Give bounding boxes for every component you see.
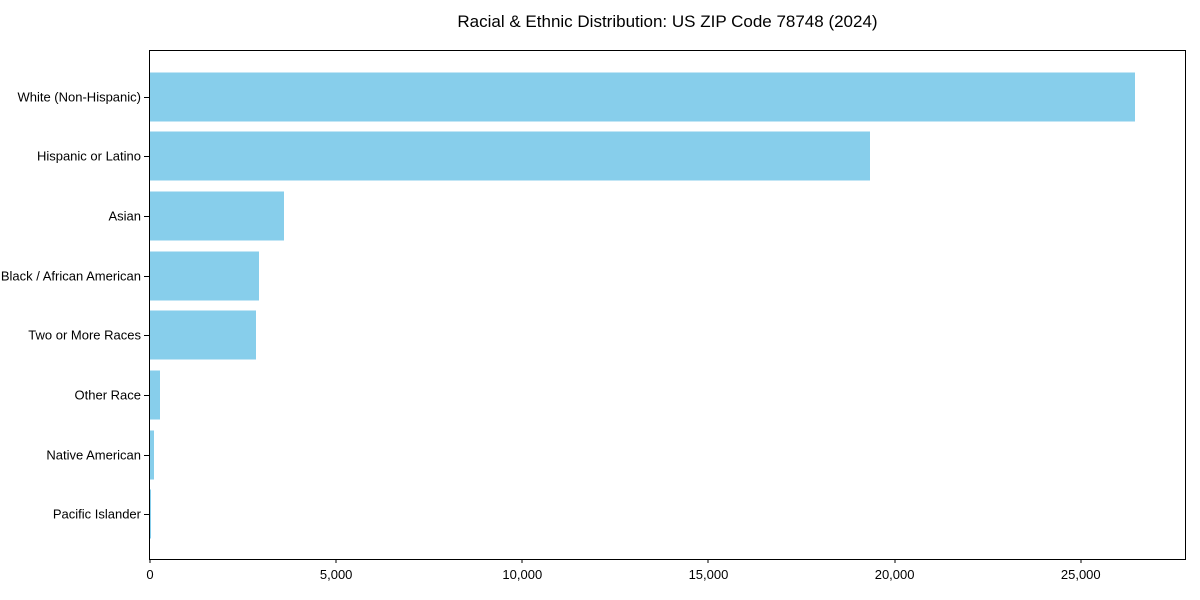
bar-white-non-hispanic [150,72,1135,122]
x-tick-label-25-000: 25,000 [1060,567,1101,582]
y-tick-label-native-american: Native American [46,447,141,463]
y-tick-mark [144,275,149,277]
y-tick-mark [144,514,149,516]
y-tick-mark [144,394,149,396]
y-tick-mark [144,335,149,337]
x-tick-mark [894,559,896,563]
y-tick-label-other-race: Other Race [74,387,141,403]
chart-row-other-race: Other Race [75,365,1185,425]
chart-row-hispanic-or-latino: Hispanic or Latino [37,127,1185,187]
bar-asian [150,191,284,241]
chart-row-native-american: Native American [46,425,1185,485]
plot-area: White (Non-Hispanic) Hispanic or Latino As… [1,50,1186,582]
bar-two-or-more-races [150,310,256,360]
y-tick-label-two-or-more-races: Two or More Races [28,327,141,343]
x-axis: 0 5,000 10,000 15,000 20,000 25,000 [146,559,1185,599]
y-tick-mark [144,156,149,158]
x-tick-mark [335,559,337,563]
x-tick-label-10-000: 10,000 [502,567,543,582]
y-tick-mark [144,96,149,98]
bar-hispanic-or-latino [150,131,871,181]
chart-row-white-non-hispanic: White (Non-Hispanic) [17,67,1185,127]
y-tick-mark [144,454,149,456]
chart-row-black-african-american: Black / African American [1,246,1185,306]
x-tick-label-5-000: 5,000 [319,567,353,582]
x-tick-label-0: 0 [146,567,154,582]
chart-row-asian: Asian [108,186,1185,246]
plot-rows: White (Non-Hispanic) Hispanic or Latino As… [1,67,1185,544]
x-tick-mark [521,559,523,563]
y-tick-mark [144,216,149,218]
x-tick-label-15-000: 15,000 [688,567,729,582]
chart-row-pacific-islander: Pacific Islander [53,484,1185,544]
x-tick-label-20-000: 20,000 [874,567,915,582]
x-tick-mark [707,559,709,563]
chart-row-two-or-more-races: Two or More Races [28,306,1185,366]
y-tick-label-pacific-islander: Pacific Islander [52,506,141,522]
x-tick-mark [1080,559,1082,563]
bar-black-african-american [150,251,259,301]
chart-title: Racial & Ethnic Distribution: US ZIP Cod… [457,12,878,31]
bar-pacific-islander [150,489,151,539]
bar-native-american [150,430,155,480]
x-tick-mark [149,559,151,563]
y-tick-label-white-non-hispanic: White (Non-Hispanic) [17,89,141,105]
y-tick-label-asian: Asian [108,208,141,224]
y-tick-label-hispanic-or-latino: Hispanic or Latino [36,148,141,164]
bar-other-race [150,370,161,420]
y-tick-label-black-african-american: Black / African American [0,268,141,284]
